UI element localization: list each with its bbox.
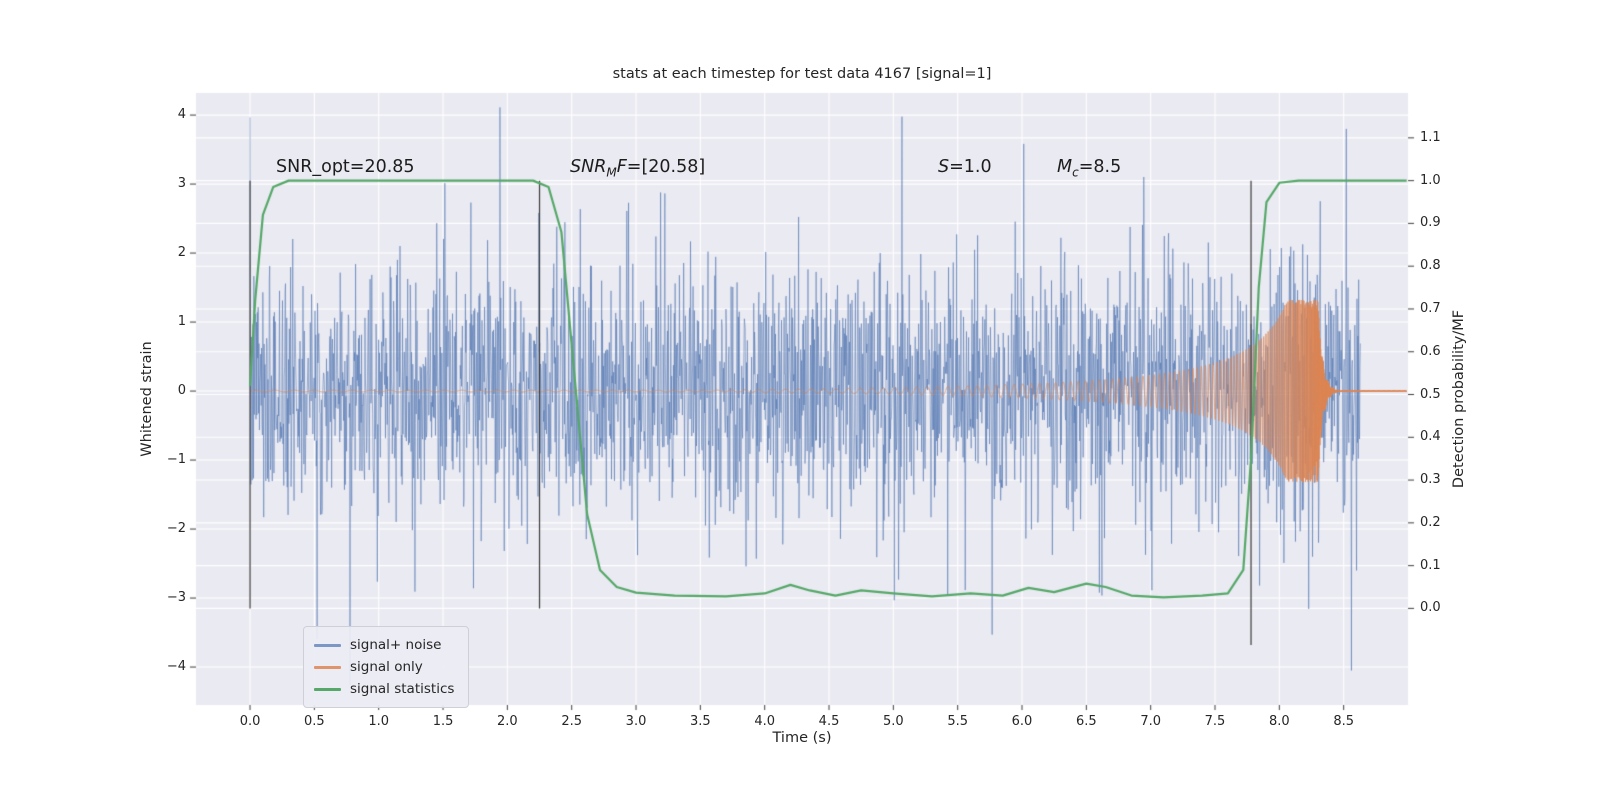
legend-item-signal-only: signal only [314,656,454,678]
legend-swatch-signal-only-line [314,665,341,669]
annotation-mc-sub: c [1072,165,1079,180]
legend-label-signal-only: signal only [350,659,423,675]
x-tick-label: 7.5 [1204,714,1226,729]
right-tick-label: 0.1 [1420,557,1441,573]
annotation-s: S=1.0 [938,157,992,177]
left-tick-label: 0 [177,383,186,399]
right-tick-label: 0.4 [1420,429,1441,445]
x-tick-label: 4.0 [754,714,776,729]
annotation-snr-mf-post: =[20.58] [626,157,706,177]
annotation-snr-mf-mid: F [616,157,627,177]
left-tick-label: −1 [166,452,186,468]
x-axis-label: Time (s) [772,730,832,746]
left-tick-label: −2 [166,521,186,537]
right-tick-label: 0.5 [1420,386,1441,402]
left-tick-label: 2 [177,245,186,261]
left-tick-label: 1 [177,314,186,330]
right-tick-label: 1.0 [1420,172,1441,188]
x-tick-label: 5.0 [883,714,904,729]
annotation-snr-mf-sub: M [606,165,617,180]
x-tick-label: 5.5 [947,714,969,729]
annotation-snr-mf-pre: SNR [570,157,607,177]
annotation-s-pre: S [938,157,950,177]
legend-swatch-signal-statistics-line [314,687,341,691]
x-tick-label: 2.5 [561,714,583,729]
right-tick-label: 1.1 [1420,129,1441,145]
right-tick-label: 0.9 [1420,215,1441,231]
annotation-s-post: =1.0 [949,157,992,177]
annotation-mc-post: =8.5 [1078,157,1122,177]
x-tick-label: 6.5 [1076,714,1097,729]
right-tick-label: 0.3 [1420,472,1441,488]
x-tick-label: 6.0 [1011,714,1033,729]
annotation-snr-mf: SNRMF=[20.58] [570,157,705,180]
x-tick-label: 2.0 [497,714,518,729]
right-axis-label: Detection probability/MF [1451,309,1467,489]
left-tick-label: 3 [177,176,186,192]
legend-item-signal-noise: signal+ noise [314,634,454,656]
right-tick-label: 0.6 [1420,343,1441,359]
x-tick-label: 0.0 [239,714,261,729]
right-tick-label: 0.0 [1420,600,1441,616]
legend-label-signal-statistics: signal statistics [350,681,455,697]
annotation-snr-opt: SNR_opt=20.85 [276,157,415,177]
x-tick-label: 7.0 [1140,714,1162,729]
left-axis-label: Whitened strain [139,341,155,457]
x-tick-label: 0.5 [304,714,325,729]
x-tick-label: 8.5 [1333,714,1354,729]
left-tick-label: 4 [177,107,186,123]
x-tick-label: 4.5 [818,714,840,729]
right-tick-label: 0.7 [1420,300,1441,316]
left-tick-label: −4 [166,659,186,675]
annotation-snr-opt-text: SNR_opt=20.85 [276,157,415,177]
legend-swatch-signal-noise-line [314,643,341,647]
legend-item-signal-statistics: signal statistics [314,678,454,700]
chart-title: stats at each timestep for test data 416… [612,66,992,82]
x-tick-label: 3.5 [690,714,711,729]
legend: signal+ noise signal only signal statist… [303,626,470,708]
annotation-mc: Mc=8.5 [1057,157,1121,180]
x-tick-label: 3.0 [625,714,647,729]
right-tick-label: 0.8 [1420,258,1441,274]
x-tick-label: 1.5 [432,714,454,729]
x-tick-label: 1.0 [368,714,390,729]
annotation-mc-pre: M [1057,157,1073,177]
right-tick-label: 0.2 [1420,514,1441,530]
left-tick-label: −3 [166,590,186,606]
x-tick-label: 8.0 [1268,714,1290,729]
legend-label-signal-noise: signal+ noise [350,637,442,653]
